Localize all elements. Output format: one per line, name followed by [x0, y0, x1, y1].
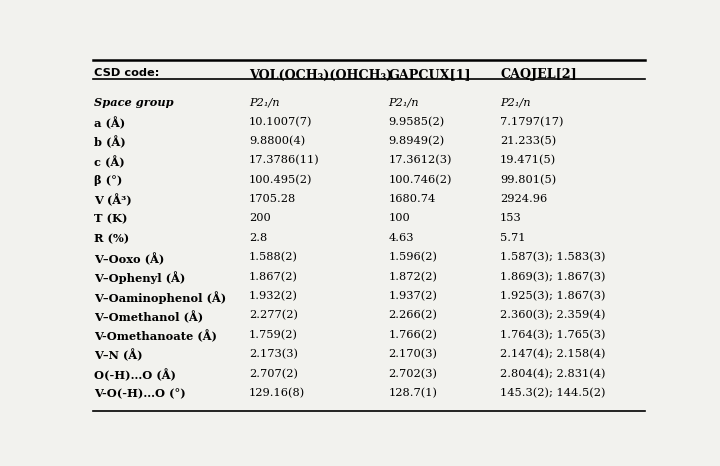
- Text: 100.495(2): 100.495(2): [249, 175, 312, 185]
- Text: 153: 153: [500, 213, 522, 223]
- Text: 145.3(2); 144.5(2): 145.3(2); 144.5(2): [500, 388, 606, 398]
- Text: 2.702(3): 2.702(3): [389, 369, 438, 379]
- Text: c (Å): c (Å): [94, 155, 125, 168]
- Text: a (Å): a (Å): [94, 116, 126, 129]
- Text: 200: 200: [249, 213, 271, 223]
- Text: V-O(-H)...O (°): V-O(-H)...O (°): [94, 388, 186, 399]
- Text: 21.233(5): 21.233(5): [500, 136, 557, 146]
- Text: 1.925(3); 1.867(3): 1.925(3); 1.867(3): [500, 291, 606, 301]
- Text: P2₁/n: P2₁/n: [249, 97, 279, 107]
- Text: 1705.28: 1705.28: [249, 194, 297, 204]
- Text: V–Ophenyl (Å): V–Ophenyl (Å): [94, 272, 186, 284]
- Text: 100.746(2): 100.746(2): [389, 175, 452, 185]
- Text: 1.588(2): 1.588(2): [249, 252, 298, 262]
- Text: 1.596(2): 1.596(2): [389, 252, 438, 262]
- Text: CAQJEL[2]: CAQJEL[2]: [500, 69, 577, 82]
- Text: 128.7(1): 128.7(1): [389, 388, 438, 398]
- Text: O(-H)...O (Å): O(-H)...O (Å): [94, 369, 176, 381]
- Text: V-Omethanoate (Å): V-Omethanoate (Å): [94, 330, 217, 343]
- Text: 17.3786(11): 17.3786(11): [249, 155, 320, 165]
- Text: 1.587(3); 1.583(3): 1.587(3); 1.583(3): [500, 252, 606, 262]
- Text: 2.360(3); 2.359(4): 2.360(3); 2.359(4): [500, 310, 606, 321]
- Text: V (Å³): V (Å³): [94, 194, 132, 207]
- Text: 2.147(4); 2.158(4): 2.147(4); 2.158(4): [500, 349, 606, 359]
- Text: T (K): T (K): [94, 213, 128, 225]
- Text: 1.766(2): 1.766(2): [389, 330, 438, 340]
- Text: 9.9585(2): 9.9585(2): [389, 116, 445, 127]
- Text: 10.1007(7): 10.1007(7): [249, 116, 312, 127]
- Text: 9.8800(4): 9.8800(4): [249, 136, 305, 146]
- Text: V–N (Å): V–N (Å): [94, 349, 143, 362]
- Text: 1.869(3); 1.867(3): 1.869(3); 1.867(3): [500, 272, 606, 282]
- Text: 2.804(4); 2.831(4): 2.804(4); 2.831(4): [500, 369, 606, 379]
- Text: 99.801(5): 99.801(5): [500, 175, 557, 185]
- Text: 19.471(5): 19.471(5): [500, 155, 557, 165]
- Text: 4.63: 4.63: [389, 233, 414, 243]
- Text: 2.170(3): 2.170(3): [389, 349, 438, 359]
- Text: R (%): R (%): [94, 233, 130, 244]
- Text: VOL(OCH₃)(OHCH₃): VOL(OCH₃)(OHCH₃): [249, 69, 392, 82]
- Text: 17.3612(3): 17.3612(3): [389, 155, 452, 165]
- Text: b (Å): b (Å): [94, 136, 126, 149]
- Text: P2₁/n: P2₁/n: [500, 97, 531, 107]
- Text: 2.277(2): 2.277(2): [249, 310, 298, 321]
- Text: V–Oaminophenol (Å): V–Oaminophenol (Å): [94, 291, 227, 304]
- Text: P2₁/n: P2₁/n: [389, 97, 419, 107]
- Text: 1.764(3); 1.765(3): 1.764(3); 1.765(3): [500, 330, 606, 340]
- Text: 9.8949(2): 9.8949(2): [389, 136, 445, 146]
- Text: 1680.74: 1680.74: [389, 194, 436, 204]
- Text: 100: 100: [389, 213, 410, 223]
- Text: 2.266(2): 2.266(2): [389, 310, 438, 321]
- Text: 129.16(8): 129.16(8): [249, 388, 305, 398]
- Text: 2924.96: 2924.96: [500, 194, 547, 204]
- Text: V–Ooxo (Å): V–Ooxo (Å): [94, 252, 165, 265]
- Text: 2.8: 2.8: [249, 233, 267, 243]
- Text: 7.1797(17): 7.1797(17): [500, 116, 564, 127]
- Text: 1.872(2): 1.872(2): [389, 272, 438, 282]
- Text: 1.937(2): 1.937(2): [389, 291, 438, 301]
- Text: 1.759(2): 1.759(2): [249, 330, 298, 340]
- Text: 2.173(3): 2.173(3): [249, 349, 298, 359]
- Text: 5.71: 5.71: [500, 233, 526, 243]
- Text: Space group: Space group: [94, 97, 174, 108]
- Text: GAPCUX[1]: GAPCUX[1]: [389, 69, 471, 82]
- Text: 1.867(2): 1.867(2): [249, 272, 298, 282]
- Text: β (°): β (°): [94, 175, 123, 185]
- Text: 2.707(2): 2.707(2): [249, 369, 298, 379]
- Text: CSD code:: CSD code:: [94, 69, 160, 78]
- Text: V–Omethanol (Å): V–Omethanol (Å): [94, 310, 204, 323]
- Text: 1.932(2): 1.932(2): [249, 291, 298, 301]
